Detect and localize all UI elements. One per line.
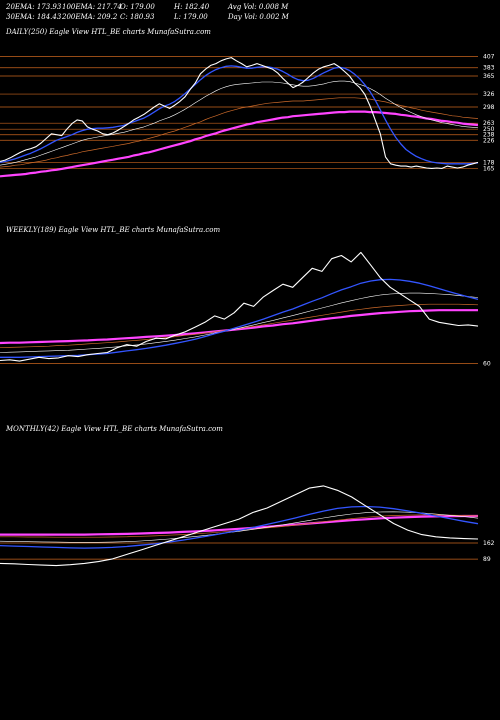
weekly-y-tick-label: 60 [483, 361, 491, 368]
weekly-ema-fast-line [0, 278, 479, 358]
daily-chart-title: DAILY(250) Eagle View HTL_BE charts Muna… [6, 28, 211, 36]
daily-y-tick-label: 165 [483, 165, 495, 172]
weekly-chart-title: WEEKLY(189) Eagle View HTL_BE charts Mun… [6, 226, 221, 234]
monthly-chart: 162 89 [0, 485, 495, 567]
header-low: L: 179.00 [174, 13, 208, 21]
header-close: C: 180.93 [120, 13, 155, 21]
header-100ema: 100EMA: 217.74 [62, 3, 122, 11]
monthly-ema-fast-line [0, 505, 479, 549]
daily-ema-slow-line [0, 97, 479, 168]
monthly-ema-mid-line [0, 511, 479, 543]
monthly-price-line [0, 485, 479, 567]
monthly-ema-long-line [0, 514, 478, 536]
header-day-vol: Day Vol: 0.002 M [228, 13, 289, 21]
daily-y-tick-label: 326 [483, 91, 495, 98]
daily-y-tick-label: 298 [483, 104, 495, 111]
daily-ema-mid-line [0, 80, 479, 166]
daily-y-tick-label: 365 [483, 73, 495, 80]
monthly-chart-title: MONTHLY(42) Eagle View HTL_BE charts Mun… [6, 425, 223, 433]
header-20ema: 20EMA: 173.93 [6, 3, 62, 11]
header-30ema: 30EMA: 184.43 [6, 13, 62, 21]
daily-y-tick-label: 263 [483, 120, 495, 127]
daily-ema-fast-line [0, 65, 479, 165]
monthly-y-tick-label: 162 [483, 540, 495, 547]
weekly-price-line [0, 251, 479, 362]
daily-y-tick-label: 383 [483, 65, 495, 72]
daily-y-tick-label: 226 [483, 137, 495, 144]
weekly-chart: 60 [0, 251, 491, 368]
daily-y-tick-label: 238 [483, 132, 495, 139]
monthly-y-tick-label: 89 [483, 556, 491, 563]
header-200ema: 200EMA: 209.2 [62, 13, 118, 21]
daily-price-line [0, 57, 479, 169]
header-open: O: 179.00 [120, 3, 155, 11]
daily-ema-long-line [0, 110, 479, 178]
weekly-ema-long-line [0, 309, 478, 345]
daily-y-tick-label: 178 [483, 159, 495, 166]
header-high: H: 182.40 [174, 3, 210, 11]
header-avg-vol: Avg Vol: 0.008 M [228, 3, 289, 11]
weekly-ema-mid-line [0, 292, 479, 353]
daily-y-tick-label: 407 [483, 54, 495, 61]
daily-y-tick-label: 250 [483, 126, 495, 133]
